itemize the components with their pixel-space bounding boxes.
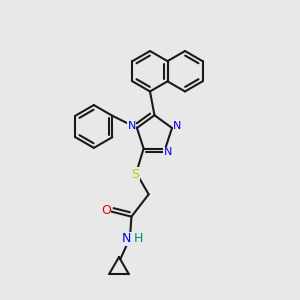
Text: O: O — [101, 204, 111, 217]
Text: N: N — [128, 122, 136, 131]
Text: N: N — [164, 147, 172, 157]
Text: N: N — [122, 232, 131, 245]
Text: S: S — [132, 168, 140, 181]
Text: N: N — [173, 122, 182, 131]
Text: H: H — [134, 232, 143, 245]
